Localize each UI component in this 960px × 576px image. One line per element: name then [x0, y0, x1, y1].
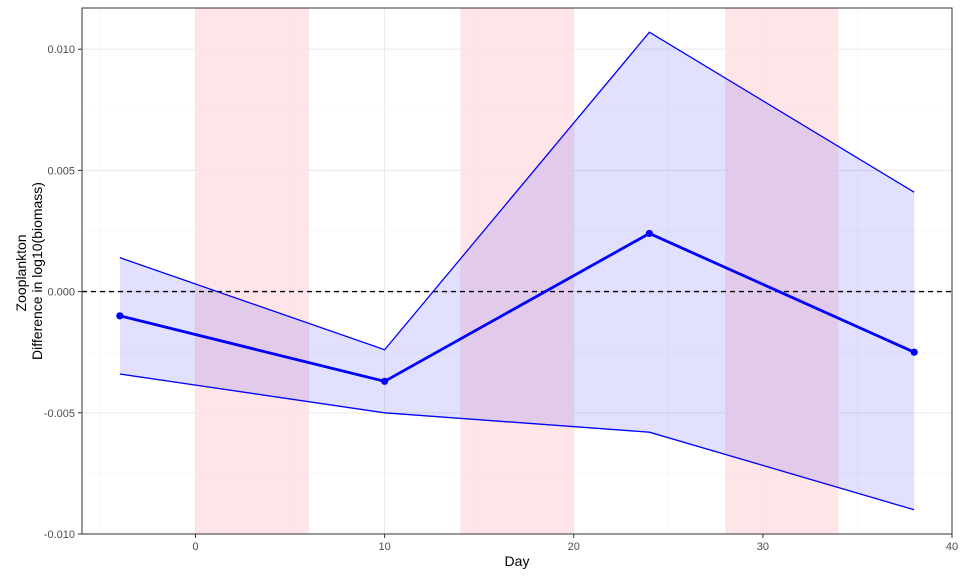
- x-tick-label: 20: [568, 541, 580, 553]
- x-tick-label: 40: [946, 541, 958, 553]
- shaded-periods: [195, 8, 839, 534]
- x-tick-label: 10: [378, 541, 390, 553]
- mean-point: [381, 377, 389, 385]
- y-tick-label: 0.005: [47, 165, 75, 177]
- x-tick-label: 0: [192, 541, 198, 553]
- y-tick-label: 0.010: [47, 44, 75, 56]
- x-tick-label: 30: [757, 541, 769, 553]
- confidence-bounds: [119, 31, 915, 511]
- upper-bound-line: [119, 31, 915, 351]
- x-axis: 0 10 20 30 40: [192, 534, 958, 553]
- shaded-period: [725, 8, 839, 534]
- shaded-period: [195, 8, 309, 534]
- y-tick-label: -0.005: [44, 408, 75, 420]
- mean-lines: [119, 232, 915, 383]
- y-axis-title-line-2: Difference in log10(biomass): [29, 182, 45, 360]
- y-tick-label: 0.000: [47, 287, 75, 299]
- mean-point: [645, 229, 653, 238]
- mean-point: [116, 312, 124, 320]
- plot-panel-border: [81, 7, 953, 535]
- mean-line: [119, 232, 915, 383]
- confidence-ribbons: [119, 32, 915, 510]
- lower-bound-line: [119, 373, 915, 511]
- y-axis: -0.010 -0.005 0.000 0.005 0.010: [44, 44, 82, 541]
- mean-points: [116, 229, 918, 385]
- y-tick-label: -0.010: [44, 529, 75, 541]
- confidence-ribbon: [119, 32, 915, 510]
- y-axis-title-line-1: Zooplankton: [13, 234, 29, 311]
- shaded-period: [460, 8, 574, 534]
- x-axis-title: Day: [505, 553, 530, 569]
- y-axis-title: Zooplankton Difference in log10(biomass): [13, 182, 45, 360]
- mean-point: [910, 348, 918, 356]
